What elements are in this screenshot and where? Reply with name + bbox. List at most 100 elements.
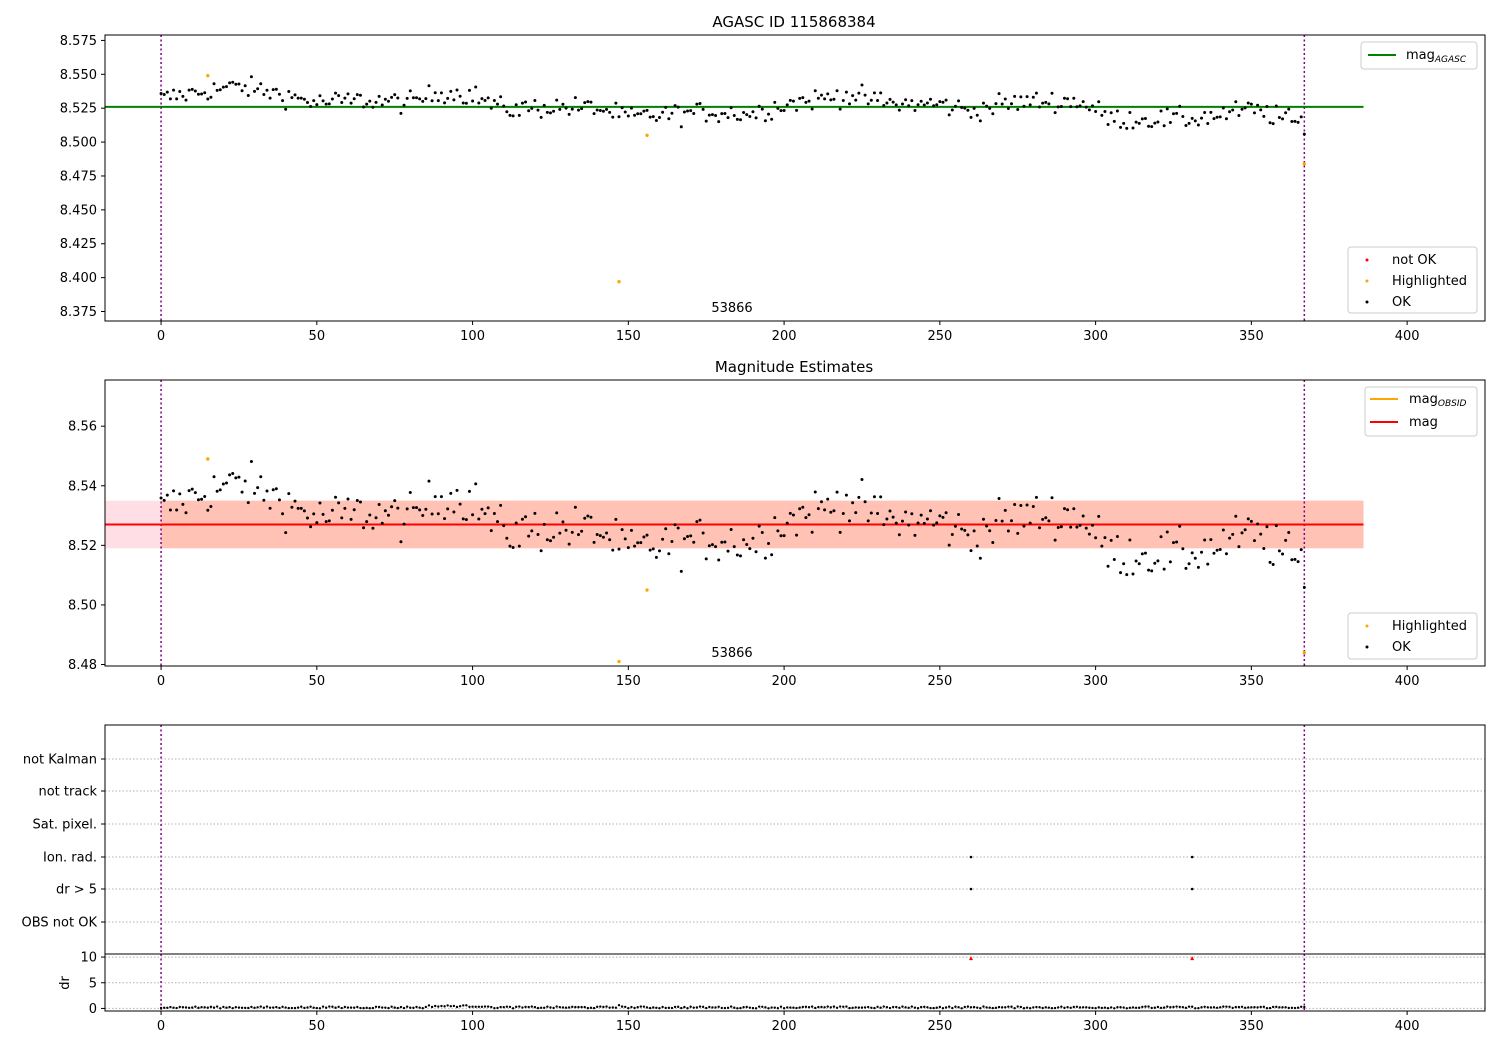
ok-point bbox=[327, 102, 331, 106]
panel-agasc-plot-area bbox=[105, 35, 1485, 321]
ok-point bbox=[1031, 504, 1035, 508]
ok-point bbox=[570, 107, 574, 111]
ok-point bbox=[1156, 120, 1160, 124]
ok-point bbox=[524, 100, 528, 104]
ok-point bbox=[175, 97, 179, 101]
ok-point bbox=[193, 89, 197, 93]
ok-point bbox=[355, 499, 359, 503]
ok-point bbox=[851, 94, 855, 98]
dr-point bbox=[275, 1005, 278, 1009]
ok-point bbox=[427, 84, 431, 88]
panel-estimates-ytick-label: 8.54 bbox=[68, 479, 97, 494]
ok-point bbox=[1128, 111, 1132, 115]
ok-point bbox=[464, 518, 468, 522]
dr-point bbox=[814, 1006, 817, 1010]
ok-point bbox=[807, 513, 811, 517]
ok-point bbox=[511, 545, 515, 549]
panel-dr-ytick-label: 5 bbox=[89, 976, 97, 991]
ok-point bbox=[496, 102, 500, 106]
dr-point bbox=[726, 1006, 730, 1010]
ok-point bbox=[823, 508, 827, 512]
dr-point bbox=[910, 1005, 914, 1008]
legend-agasc-points-box bbox=[1347, 246, 1478, 314]
dr-point bbox=[655, 1006, 658, 1009]
ok-point bbox=[1190, 116, 1194, 120]
ok-point bbox=[601, 109, 605, 113]
ok-point bbox=[913, 108, 917, 112]
ok-point bbox=[1143, 551, 1147, 555]
dr-point bbox=[1175, 1005, 1178, 1008]
ok-point bbox=[243, 479, 247, 483]
ok-point bbox=[1044, 100, 1048, 104]
dr-point bbox=[480, 1005, 484, 1008]
dr-point bbox=[708, 1005, 711, 1009]
dr-point bbox=[440, 1004, 443, 1008]
ok-point bbox=[542, 103, 546, 107]
ok-point bbox=[467, 489, 471, 493]
ok-point bbox=[474, 85, 478, 89]
dr-point bbox=[891, 1005, 895, 1009]
dr-point bbox=[499, 1005, 502, 1009]
dr-point bbox=[1128, 1006, 1132, 1009]
ok-point bbox=[196, 498, 200, 502]
ok-point bbox=[1003, 97, 1007, 101]
legend-mag-obsid-label: magOBSID bbox=[1409, 392, 1467, 409]
ok-point bbox=[832, 97, 836, 101]
ok-point bbox=[362, 526, 366, 530]
ok-point bbox=[386, 99, 390, 103]
ok-point bbox=[1137, 121, 1141, 125]
ok-point bbox=[636, 112, 640, 116]
ok-point bbox=[1181, 547, 1185, 551]
dr-point bbox=[661, 1005, 664, 1009]
ok-point bbox=[991, 112, 995, 116]
dr-point bbox=[1187, 1005, 1191, 1008]
ok-point bbox=[558, 107, 562, 111]
ok-point bbox=[863, 93, 867, 97]
ok-point bbox=[290, 505, 294, 509]
ok-point bbox=[178, 90, 182, 94]
panel-dr-xtick-label: 0 bbox=[157, 1019, 165, 1034]
ok-point bbox=[1153, 561, 1157, 565]
ok-point bbox=[374, 516, 378, 520]
ok-point bbox=[533, 511, 537, 515]
ok-point bbox=[620, 106, 624, 110]
ok-point bbox=[1209, 538, 1213, 542]
dr-point bbox=[673, 1005, 677, 1009]
dr-point bbox=[331, 1005, 334, 1008]
panel-agasc-ytick-label: 8.525 bbox=[60, 102, 97, 117]
ok-point bbox=[271, 488, 275, 492]
ok-point bbox=[801, 505, 805, 509]
ok-point bbox=[1038, 526, 1042, 530]
dr-point bbox=[462, 1004, 465, 1007]
ok-point bbox=[1178, 524, 1182, 528]
ok-point bbox=[782, 109, 786, 113]
ok-point bbox=[642, 535, 646, 539]
ok-point bbox=[592, 540, 596, 544]
ok-point bbox=[1078, 523, 1082, 527]
dr-point bbox=[985, 1006, 988, 1009]
dr-point bbox=[533, 1005, 537, 1009]
dr-point bbox=[947, 1005, 951, 1008]
dr-point bbox=[1250, 1006, 1253, 1009]
ok-point bbox=[1203, 538, 1207, 542]
ok-point bbox=[745, 113, 749, 117]
ok-point bbox=[879, 495, 883, 499]
ok-point bbox=[393, 499, 397, 503]
dr-point bbox=[851, 1006, 854, 1010]
ok-point bbox=[723, 111, 727, 115]
ok-point bbox=[1131, 126, 1135, 130]
ok-point bbox=[1293, 119, 1297, 123]
ok-point bbox=[960, 527, 964, 531]
dr-point bbox=[1184, 1006, 1188, 1010]
ok-point bbox=[527, 109, 531, 113]
dr-point bbox=[390, 1005, 393, 1008]
ok-point bbox=[661, 537, 665, 541]
ok-point bbox=[293, 499, 297, 503]
dr-point bbox=[1234, 1005, 1237, 1009]
dr-point bbox=[293, 1006, 297, 1010]
panel-estimates-xtick-label: 0 bbox=[157, 674, 165, 689]
ok-point bbox=[598, 109, 602, 113]
ok-point bbox=[735, 553, 739, 557]
panel-estimates-marks bbox=[105, 380, 1364, 666]
ok-point bbox=[586, 514, 590, 518]
